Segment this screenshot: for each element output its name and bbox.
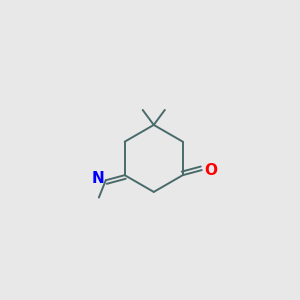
Text: N: N (91, 171, 104, 186)
Text: O: O (205, 163, 218, 178)
